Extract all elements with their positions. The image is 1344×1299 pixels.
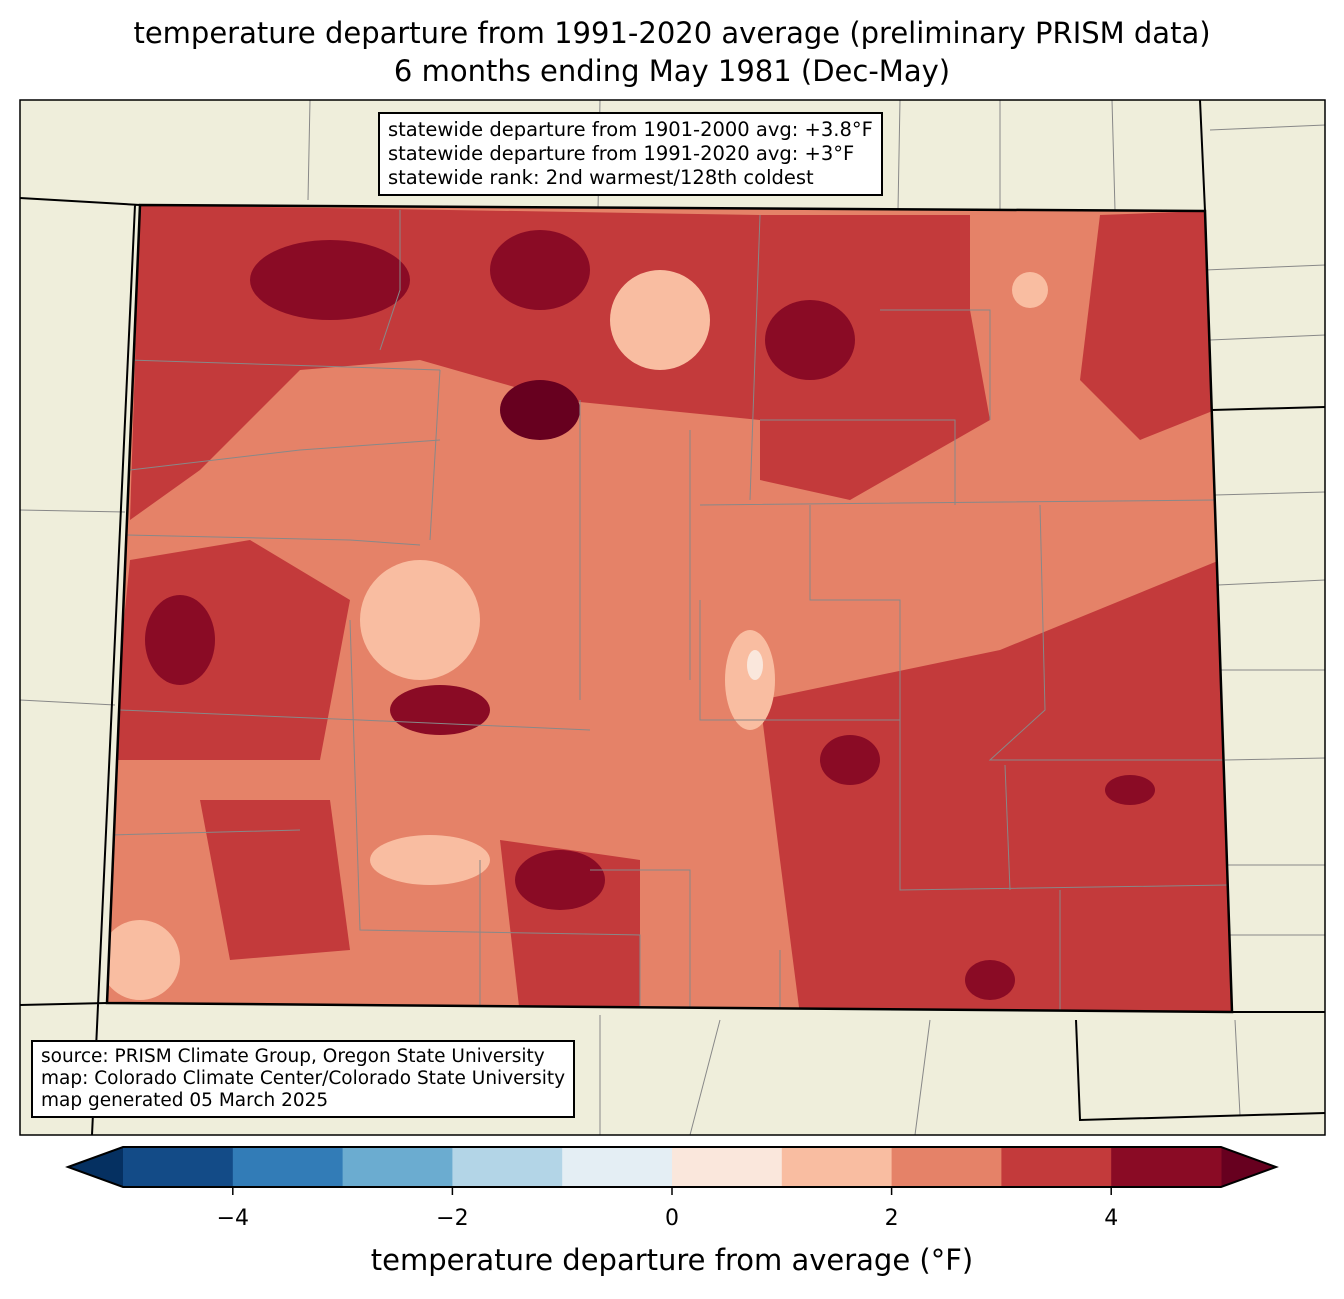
stats-line-3: statewide rank: 2nd warmest/128th coldes… — [388, 166, 814, 189]
colorbar-segment — [672, 1147, 783, 1187]
state-borders — [19, 99, 1326, 1136]
colorbar-over-arrow — [1221, 1147, 1276, 1187]
stats-line-2: statewide departure from 1991-2020 avg: … — [388, 142, 855, 165]
colorbar-under-arrow — [68, 1147, 123, 1187]
colorbar-segment — [1111, 1147, 1222, 1187]
colorbar-segment — [123, 1147, 234, 1187]
county-lines — [109, 210, 1231, 1012]
neighbor-county-lines — [19, 99, 1326, 1136]
colorbar-segment — [232, 1147, 344, 1187]
temperature-field — [107, 205, 1232, 1012]
map-frame — [19, 99, 1326, 1136]
colorbar-outline — [65, 1146, 1279, 1188]
colorbar — [65, 1146, 1279, 1195]
colorbar-segment — [452, 1147, 563, 1187]
colorbar-tick-label: 0 — [665, 1206, 679, 1231]
colorbar-tick-label: −2 — [436, 1206, 469, 1231]
colorbar-segment — [781, 1147, 893, 1187]
colorbar-segment — [1001, 1147, 1112, 1187]
source-line-3: map generated 05 March 2025 — [41, 1090, 329, 1111]
colorbar-tick-label: −4 — [216, 1206, 250, 1231]
source-box: source: PRISM Climate Group, Oregon Stat… — [31, 1040, 576, 1118]
map-subtitle: 6 months ending May 1981 (Dec-May) — [393, 54, 951, 88]
source-line-2: map: Colorado Climate Center/Colorado St… — [41, 1068, 566, 1089]
colorbar-tick-label: 2 — [884, 1206, 899, 1231]
statewide-stats-box: statewide departure from 1901-2000 avg: … — [378, 112, 883, 196]
source-line-1: source: PRISM Climate Group, Oregon Stat… — [41, 1046, 545, 1067]
colorbar-segment — [342, 1147, 453, 1187]
colorbar-segment — [891, 1147, 1002, 1187]
stats-line-1: statewide departure from 1901-2000 avg: … — [388, 118, 873, 141]
colorbar-tick-label: 4 — [1104, 1206, 1119, 1231]
colorbar-segment — [562, 1147, 673, 1187]
colorbar-label: temperature departure from average (°F) — [370, 1243, 974, 1277]
map-title: temperature departure from 1991-2020 ave… — [133, 16, 1211, 50]
